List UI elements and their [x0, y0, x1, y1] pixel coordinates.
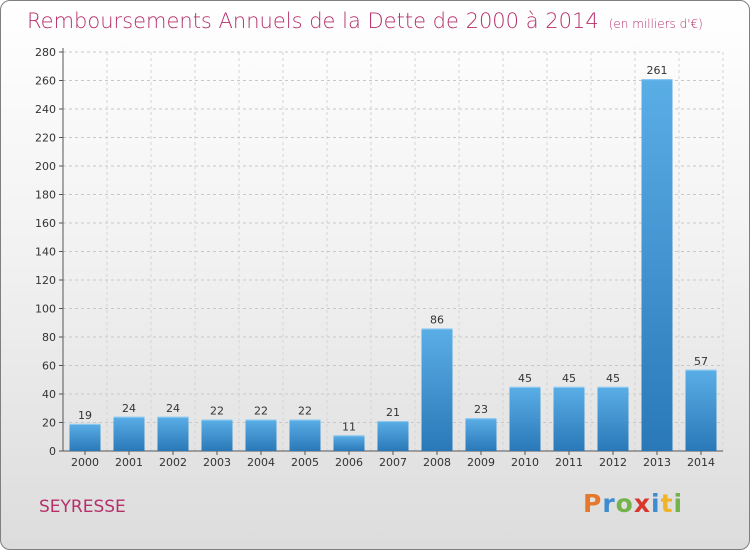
value-label: 24: [122, 402, 136, 415]
logo-letter: t: [660, 489, 674, 518]
logo-letter: P: [583, 489, 603, 518]
x-tick-label: 2009: [467, 456, 495, 469]
x-tick-label: 2007: [379, 456, 407, 469]
bar: [553, 386, 585, 451]
bars: [69, 79, 717, 451]
y-tick-label: 40: [42, 388, 56, 401]
value-label: 45: [518, 372, 532, 385]
y-tick-label: 120: [35, 274, 56, 287]
y-tick-label: 20: [42, 417, 56, 430]
x-tick-label: 2014: [687, 456, 715, 469]
value-label: 22: [254, 405, 268, 418]
bar: [289, 419, 321, 451]
value-label: 86: [430, 313, 444, 326]
bar: [201, 419, 233, 451]
bar: [597, 386, 629, 451]
y-tick-label: 100: [35, 303, 56, 316]
y-tick-label: 80: [42, 331, 56, 344]
value-label: 45: [606, 372, 620, 385]
logo-letter: x: [633, 489, 651, 518]
x-tick-label: 2002: [159, 456, 187, 469]
proxiti-logo[interactable]: Proxiti: [583, 489, 683, 518]
y-tick-label: 240: [35, 103, 56, 116]
y-tick-label: 220: [35, 132, 56, 145]
value-label: 22: [210, 405, 224, 418]
bar: [509, 386, 541, 451]
bar: [421, 328, 453, 451]
x-tick-label: 2013: [643, 456, 671, 469]
y-tick-label: 0: [49, 445, 56, 458]
bar: [113, 416, 145, 451]
x-tick-label: 2012: [599, 456, 627, 469]
logo-letter: i: [651, 489, 661, 518]
bar: [157, 416, 189, 451]
bar: [377, 421, 409, 451]
bar: [333, 435, 365, 451]
x-tick-label: 2003: [203, 456, 231, 469]
x-tick-label: 2010: [511, 456, 539, 469]
bar: [641, 79, 673, 451]
value-label: 21: [386, 406, 400, 419]
value-label: 24: [166, 402, 180, 415]
value-label: 19: [78, 409, 92, 422]
bar: [69, 423, 101, 451]
x-tick-label: 2004: [247, 456, 275, 469]
x-tick-label: 2005: [291, 456, 319, 469]
value-label: 261: [647, 64, 668, 77]
x-tick-label: 2006: [335, 456, 363, 469]
y-tick-label: 60: [42, 360, 56, 373]
value-label: 22: [298, 405, 312, 418]
x-tick-label: 2008: [423, 456, 451, 469]
y-tick-label: 280: [35, 46, 56, 59]
value-label: 23: [474, 403, 488, 416]
labels: 0 20 40 60 80 100 120 140 160 180 200 220 240 260 280 1…: [35, 46, 715, 469]
unit-text: (en milliers d'€): [608, 17, 703, 31]
logo-letter: i: [673, 489, 684, 518]
bar: [685, 369, 717, 451]
commune-name: SEYRESSE: [39, 497, 126, 517]
x-tick-label: 2000: [71, 456, 99, 469]
bar: [465, 418, 497, 451]
chart-title: Remboursements Annuels de la Dette de 20…: [27, 9, 703, 33]
value-label: 57: [694, 355, 708, 368]
value-label: 45: [562, 372, 576, 385]
y-tick-label: 200: [35, 160, 56, 173]
y-tick-label: 140: [35, 246, 56, 259]
y-tick-label: 160: [35, 217, 56, 230]
title-text: Remboursements Annuels de la Dette de 20…: [27, 9, 599, 33]
bar: [245, 419, 277, 451]
y-tick-label: 260: [35, 75, 56, 88]
x-tick-label: 2001: [115, 456, 143, 469]
value-label: 11: [342, 420, 356, 433]
y-tick-label: 180: [35, 189, 56, 202]
x-tick-label: 2011: [555, 456, 583, 469]
logo-letter: o: [615, 489, 634, 518]
logo-letter: r: [602, 489, 616, 518]
